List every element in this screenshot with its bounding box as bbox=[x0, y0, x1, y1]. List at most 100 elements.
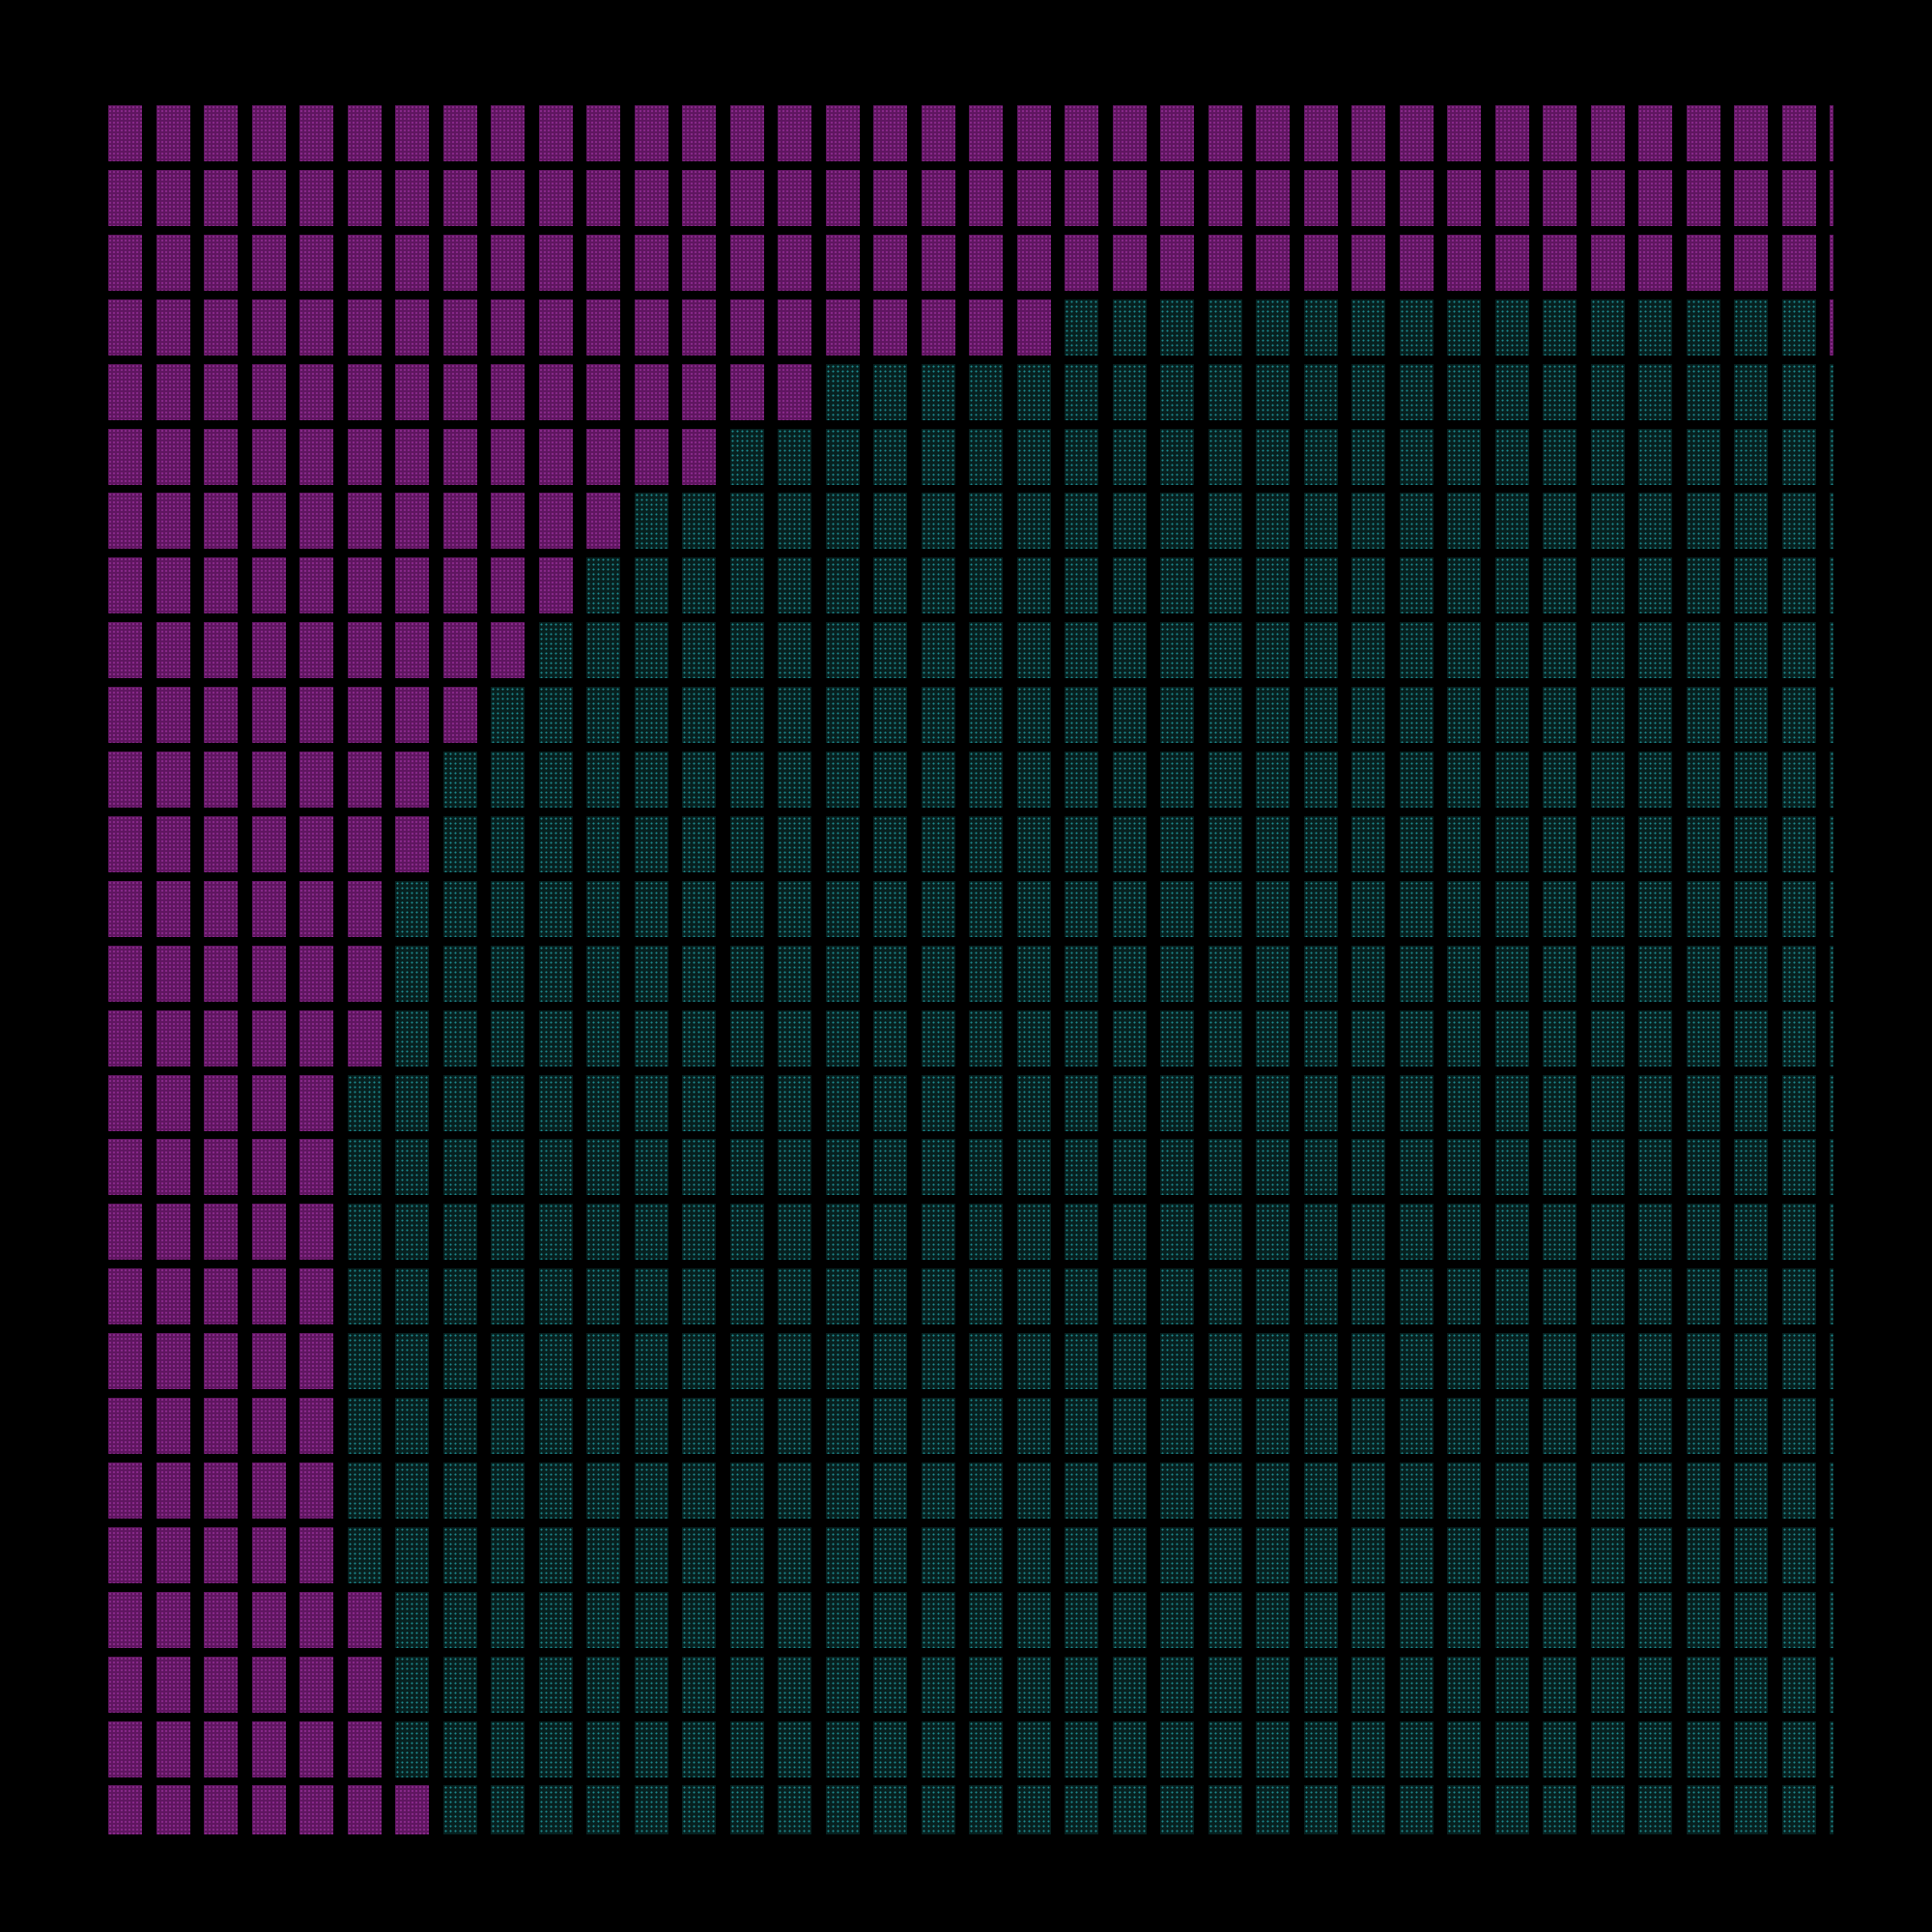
teal-cell bbox=[1543, 1204, 1577, 1261]
teal-cell bbox=[873, 493, 907, 550]
teal-cell bbox=[1351, 1591, 1385, 1648]
teal-cell bbox=[586, 1785, 620, 1834]
magenta-cell bbox=[347, 298, 382, 355]
teal-cell bbox=[1830, 1333, 1833, 1390]
magenta-cell bbox=[347, 1656, 382, 1713]
magenta-cell bbox=[108, 105, 142, 161]
teal-cell bbox=[1638, 557, 1672, 614]
teal-cell bbox=[1590, 1074, 1625, 1131]
magenta-cell bbox=[204, 1333, 238, 1390]
teal-cell bbox=[395, 1268, 429, 1325]
teal-cell bbox=[1781, 1204, 1816, 1261]
teal-cell bbox=[682, 1526, 716, 1583]
teal-cell bbox=[634, 945, 668, 1002]
teal-cell bbox=[1781, 1398, 1816, 1454]
teal-cell bbox=[1638, 363, 1672, 420]
teal-cell bbox=[1160, 1591, 1194, 1648]
teal-cell bbox=[1686, 752, 1720, 808]
teal-cell bbox=[1543, 1591, 1577, 1648]
teal-cell bbox=[778, 622, 811, 679]
teal-cell bbox=[1016, 1526, 1051, 1583]
teal-cell bbox=[1447, 752, 1481, 808]
magenta-cell bbox=[108, 1526, 142, 1583]
teal-cell bbox=[1065, 1591, 1098, 1648]
teal-cell bbox=[347, 1268, 382, 1325]
teal-cell bbox=[1590, 1526, 1625, 1583]
teal-cell bbox=[1351, 1009, 1385, 1066]
teal-cell bbox=[1686, 1720, 1720, 1777]
teal-cell bbox=[538, 1009, 573, 1066]
magenta-cell bbox=[108, 363, 142, 420]
magenta-cell bbox=[873, 105, 907, 161]
teal-cell bbox=[778, 1656, 811, 1713]
magenta-cell bbox=[586, 234, 620, 291]
teal-cell bbox=[729, 815, 764, 872]
teal-cell bbox=[1447, 298, 1481, 355]
teal-cell bbox=[778, 428, 811, 485]
teal-cell bbox=[825, 687, 860, 744]
teal-cell bbox=[1734, 298, 1768, 355]
magenta-cell bbox=[204, 815, 238, 872]
magenta-cell bbox=[156, 1204, 190, 1261]
magenta-cell bbox=[1016, 298, 1051, 355]
teal-cell bbox=[778, 1462, 811, 1519]
teal-cell bbox=[873, 363, 907, 420]
teal-cell bbox=[347, 1204, 382, 1261]
teal-cell bbox=[491, 945, 525, 1002]
magenta-cell bbox=[1638, 234, 1672, 291]
magenta-cell bbox=[1638, 105, 1672, 161]
teal-cell bbox=[1112, 1720, 1147, 1777]
teal-cell bbox=[395, 1720, 429, 1777]
magenta-cell bbox=[299, 1785, 333, 1834]
teal-cell bbox=[682, 945, 716, 1002]
teal-cell bbox=[442, 1074, 477, 1131]
teal-cell bbox=[1686, 815, 1720, 872]
teal-cell bbox=[921, 880, 955, 937]
teal-cell bbox=[1590, 493, 1625, 550]
teal-cell bbox=[1303, 622, 1338, 679]
magenta-cell bbox=[729, 105, 764, 161]
teal-cell bbox=[491, 1398, 525, 1454]
teal-cell bbox=[921, 1656, 955, 1713]
teal-cell bbox=[1399, 880, 1434, 937]
teal-cell bbox=[1543, 493, 1577, 550]
magenta-cell bbox=[204, 1462, 238, 1519]
teal-cell bbox=[1303, 880, 1338, 937]
teal-cell bbox=[1399, 1074, 1434, 1131]
teal-cell bbox=[395, 880, 429, 937]
teal-cell bbox=[347, 1462, 382, 1519]
teal-cell bbox=[1112, 752, 1147, 808]
teal-cell bbox=[1160, 1268, 1194, 1325]
teal-cell bbox=[347, 1333, 382, 1390]
teal-cell bbox=[1830, 752, 1833, 808]
teal-cell bbox=[1830, 1074, 1833, 1131]
teal-cell bbox=[1303, 493, 1338, 550]
teal-cell bbox=[1830, 815, 1833, 872]
teal-cell bbox=[729, 1398, 764, 1454]
magenta-cell bbox=[251, 1785, 286, 1834]
teal-cell bbox=[1160, 1526, 1194, 1583]
teal-cell bbox=[395, 1398, 429, 1454]
magenta-cell bbox=[873, 234, 907, 291]
magenta-cell bbox=[156, 428, 190, 485]
teal-cell bbox=[1781, 1526, 1816, 1583]
teal-cell bbox=[729, 1139, 764, 1196]
magenta-cell bbox=[156, 945, 190, 1002]
teal-cell bbox=[729, 622, 764, 679]
teal-cell bbox=[729, 1462, 764, 1519]
teal-cell bbox=[1734, 1462, 1768, 1519]
magenta-cell bbox=[395, 105, 429, 161]
teal-cell bbox=[1590, 815, 1625, 872]
magenta-cell bbox=[1303, 234, 1338, 291]
teal-cell bbox=[825, 1656, 860, 1713]
magenta-cell bbox=[395, 363, 429, 420]
magenta-cell bbox=[347, 1009, 382, 1066]
magenta-cell bbox=[1160, 234, 1194, 291]
teal-cell bbox=[873, 1074, 907, 1131]
teal-cell bbox=[1160, 1074, 1194, 1131]
magenta-cell bbox=[825, 234, 860, 291]
teal-cell bbox=[1016, 752, 1051, 808]
magenta-cell bbox=[1208, 105, 1242, 161]
teal-cell bbox=[1112, 880, 1147, 937]
teal-cell bbox=[969, 1398, 1003, 1454]
